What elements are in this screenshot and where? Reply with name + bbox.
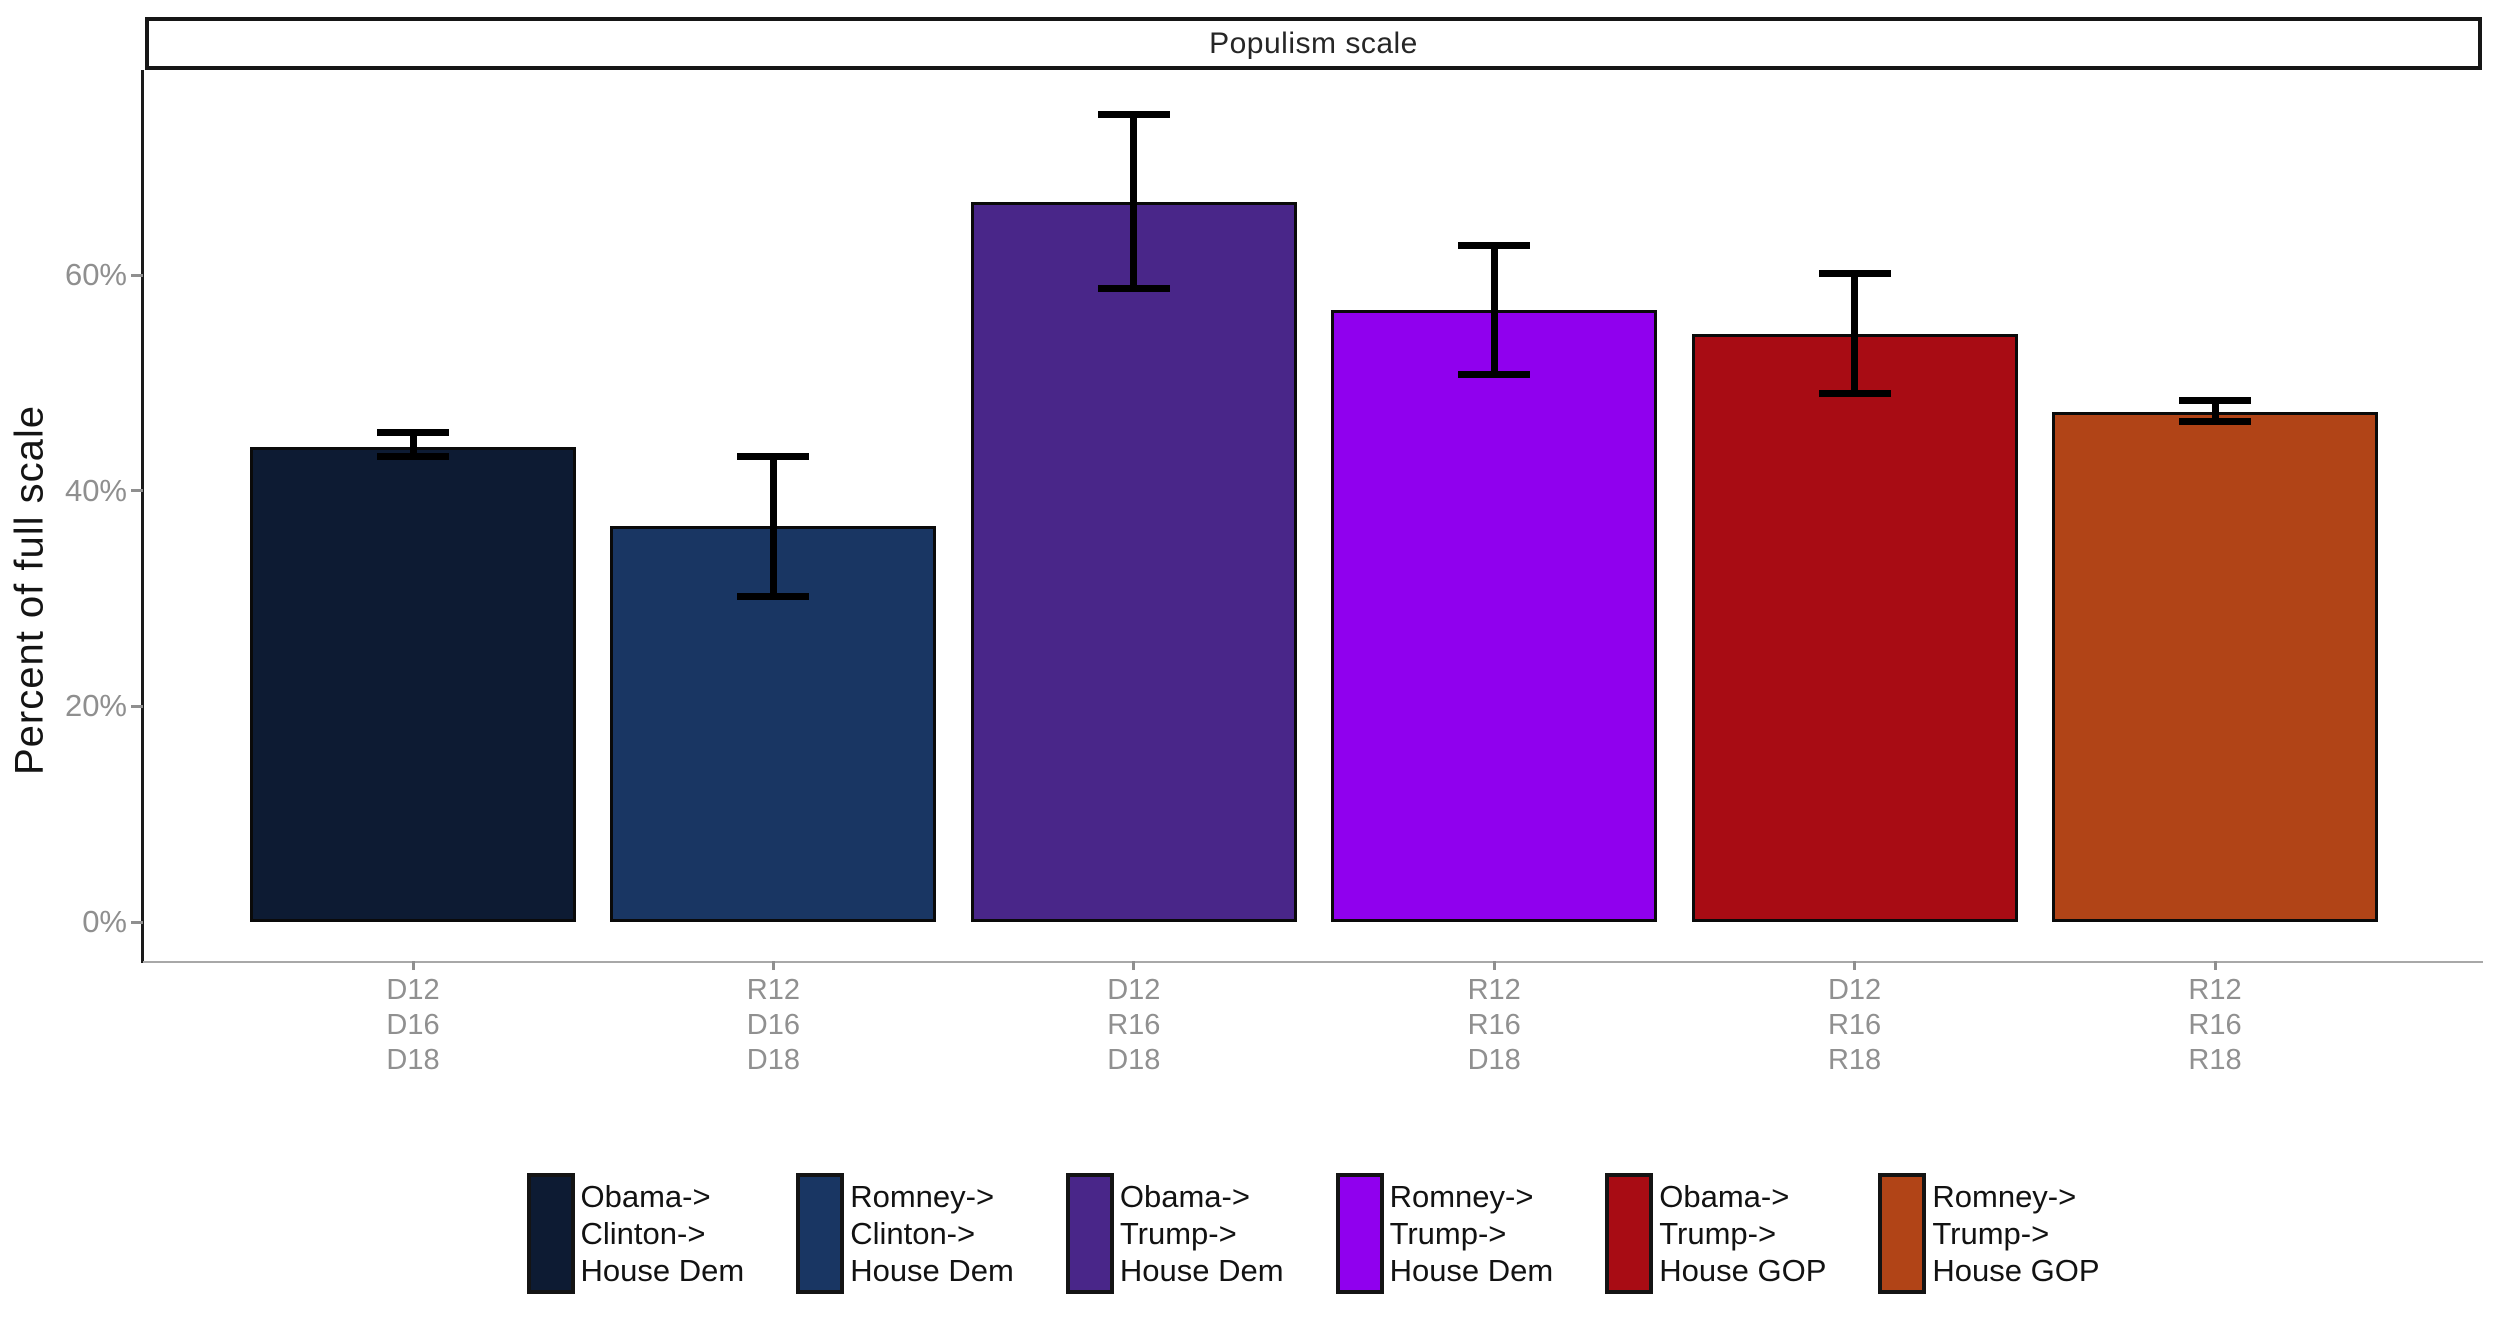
error-bar xyxy=(1097,111,1170,293)
legend-entry: Obama-> Clinton-> House Dem xyxy=(526,1173,745,1294)
y-axis-tick xyxy=(131,704,143,708)
y-axis-tick-label: 0% xyxy=(82,904,127,939)
error-bar-cap-bottom xyxy=(377,452,449,460)
legend-label: Romney-> Trump-> House Dem xyxy=(1389,1179,1554,1288)
y-axis-tick-label: 20% xyxy=(64,688,127,724)
error-bar-line xyxy=(769,453,777,600)
error-bar-cap-bottom xyxy=(1818,390,1891,397)
legend-swatch xyxy=(1878,1173,1927,1294)
legend-swatch xyxy=(1065,1173,1114,1294)
x-axis-tick xyxy=(2213,961,2217,970)
legend-swatch xyxy=(1335,1173,1384,1294)
legend-entry: Romney-> Clinton-> House Dem xyxy=(796,1173,1014,1294)
x-axis-tick xyxy=(1853,961,1857,970)
legend-entry: Obama-> Trump-> House GOP xyxy=(1605,1173,1826,1294)
error-bar-cap-bottom xyxy=(737,592,810,600)
error-bar-line xyxy=(1130,111,1138,293)
chart-title: Populism scale xyxy=(1209,26,1418,60)
legend-label: Obama-> Clinton-> House Dem xyxy=(580,1179,745,1288)
bar xyxy=(2052,412,2378,922)
plot-panel: 0% 20% 40% 60% D12 D16 D18 R12 D16 D18 D12 R16… xyxy=(65,70,2483,1076)
x-axis-group-label: R12 R16 D18 xyxy=(1467,974,1521,1076)
legend-swatch xyxy=(796,1173,845,1294)
legend-swatch xyxy=(1605,1173,1654,1294)
error-bar-cap-top xyxy=(1097,111,1170,119)
error-bar-cap-top xyxy=(1818,269,1891,277)
legend-label: Obama-> Trump-> House GOP xyxy=(1659,1179,1827,1288)
legend-entry: Romney-> Trump-> House Dem xyxy=(1335,1173,1554,1294)
error-bar-line xyxy=(2211,397,2219,426)
legend-swatch xyxy=(526,1173,575,1294)
error-bar-cap-bottom xyxy=(2179,418,2251,426)
legend: Obama-> Clinton-> House Dem Romney-> Clin… xyxy=(143,1173,2483,1294)
y-axis-tick-label: 40% xyxy=(64,472,127,508)
error-bar xyxy=(1458,241,1531,378)
y-axis-tick-label: 60% xyxy=(64,257,127,293)
error-bar-line xyxy=(1490,241,1498,378)
error-bar xyxy=(737,453,810,600)
y-axis-tick xyxy=(131,920,143,924)
bar xyxy=(1691,334,2018,922)
y-axis-line xyxy=(141,70,144,963)
chart-title-box: Populism scale xyxy=(145,17,2482,70)
y-axis-tick xyxy=(131,273,143,277)
y-axis-tick xyxy=(131,489,143,493)
error-bar-cap-bottom xyxy=(1458,370,1531,378)
error-bar xyxy=(2179,397,2251,426)
legend-entry: Romney-> Trump-> House GOP xyxy=(1878,1173,2100,1294)
error-bar-line xyxy=(1851,269,1859,397)
legend-label: Romney-> Trump-> House GOP xyxy=(1932,1179,2100,1288)
error-bar-line xyxy=(409,429,417,460)
legend-label: Romney-> Clinton-> House Dem xyxy=(850,1179,1014,1288)
bar xyxy=(970,201,1297,922)
error-bar xyxy=(377,429,449,460)
x-axis-group-label: D12 R16 R18 xyxy=(1827,974,1882,1076)
x-axis-group-label: R12 R16 R18 xyxy=(2188,974,2242,1076)
legend-label: Obama-> Trump-> House Dem xyxy=(1119,1179,1284,1288)
x-axis-tick xyxy=(1132,961,1136,970)
bar xyxy=(250,446,576,922)
error-bar-cap-bottom xyxy=(1097,285,1170,293)
error-bar-cap-top xyxy=(737,453,810,461)
x-axis-group-label: D12 R16 D18 xyxy=(1107,974,1161,1076)
error-bar-cap-top xyxy=(2179,397,2251,404)
x-axis-group-label: R12 D16 D18 xyxy=(746,974,800,1076)
bar xyxy=(1331,309,1658,922)
error-bar-cap-top xyxy=(377,429,449,437)
x-axis-tick xyxy=(771,961,775,970)
error-bar-cap-top xyxy=(1458,241,1531,249)
x-axis-group-label: D12 D16 D18 xyxy=(386,974,440,1076)
x-axis-tick xyxy=(411,961,415,970)
x-axis-line xyxy=(143,961,2483,963)
x-axis-tick xyxy=(1492,961,1496,970)
error-bar xyxy=(1818,269,1891,397)
legend-entry: Obama-> Trump-> House Dem xyxy=(1065,1173,1284,1294)
